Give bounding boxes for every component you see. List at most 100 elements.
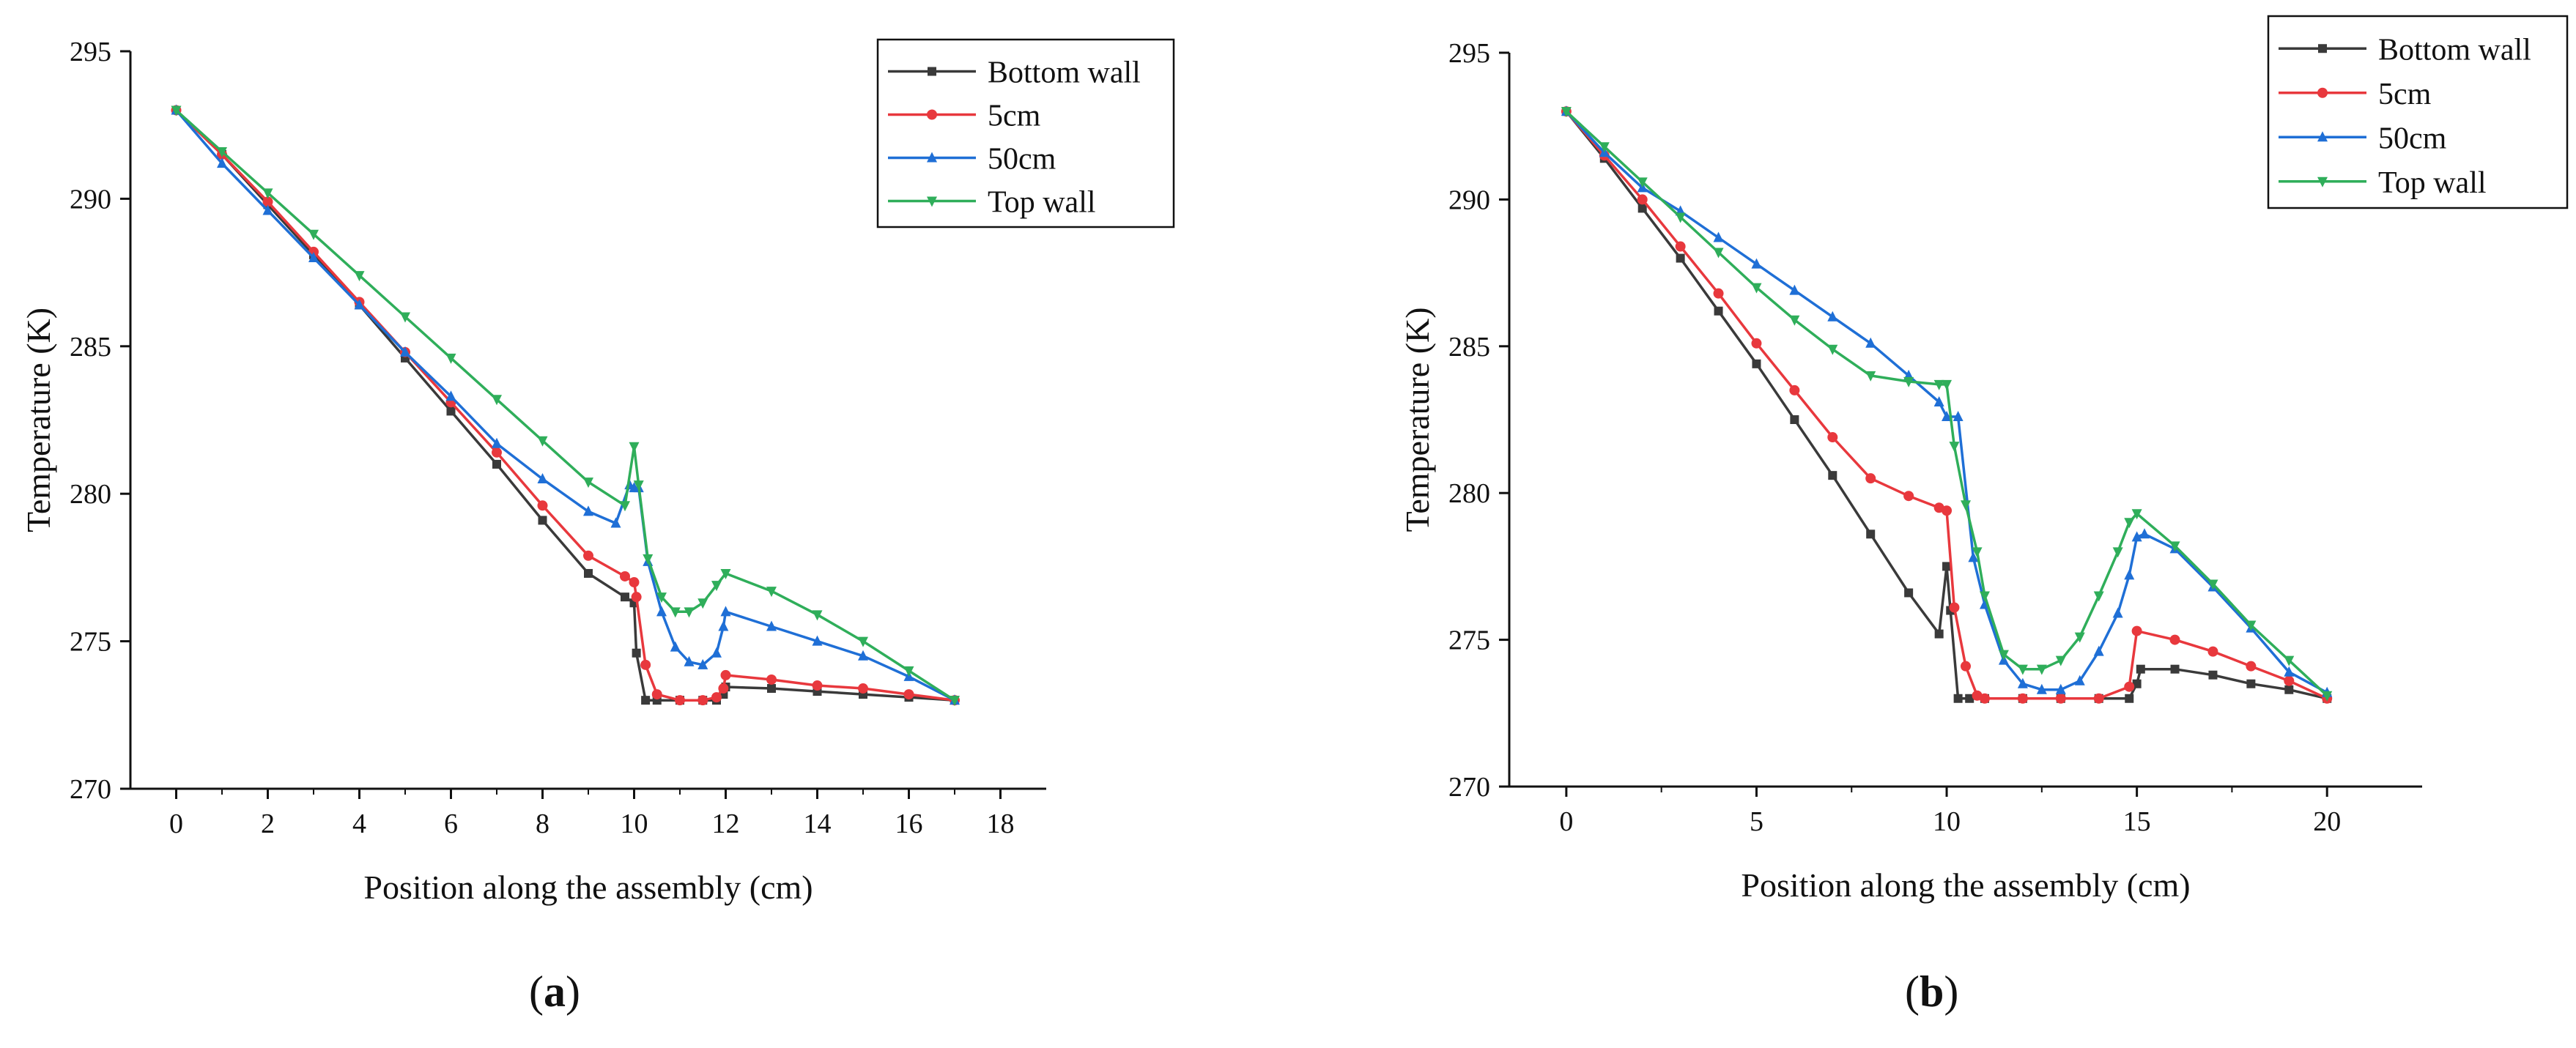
data-point (767, 684, 776, 694)
legend-marker (2317, 87, 2328, 98)
data-point (2208, 670, 2218, 680)
y-tick-label: 275 (1448, 625, 1490, 656)
data-point (308, 251, 319, 262)
legend-marker (2318, 44, 2327, 53)
data-point (1675, 241, 1686, 252)
data-point (1713, 288, 1724, 299)
x-tick-label: 14 (804, 809, 832, 839)
data-point (1828, 471, 1837, 480)
y-axis-label: Temperature (K) (20, 308, 57, 532)
data-point (1904, 588, 1914, 598)
data-point (1933, 395, 1944, 406)
data-point (1866, 529, 1876, 539)
data-point (2112, 547, 2123, 558)
data-point (720, 568, 731, 579)
data-point (766, 587, 777, 598)
data-point (720, 606, 731, 617)
data-point (2074, 632, 2085, 643)
data-point (1675, 212, 1686, 223)
data-point (1637, 177, 1648, 188)
data-point (858, 650, 868, 661)
data-point (1789, 384, 1800, 395)
data-point (2131, 625, 2142, 636)
legend-marker (2317, 176, 2328, 187)
data-point (656, 592, 667, 603)
data-point (1961, 661, 1971, 672)
data-point (1827, 432, 1838, 443)
legend-label: 50cm (2378, 122, 2447, 155)
data-point (308, 229, 319, 240)
data-point (1637, 204, 1647, 213)
data-point (670, 641, 681, 652)
data-point (171, 105, 182, 116)
data-point (1789, 284, 1800, 295)
data-point (711, 692, 722, 703)
data-point (1637, 194, 1648, 205)
y-tick-label: 290 (70, 184, 111, 215)
data-point (2207, 579, 2218, 590)
data-point (1865, 371, 1876, 382)
data-point (354, 299, 365, 310)
data-point (610, 517, 621, 528)
data-point (492, 447, 502, 458)
data-point (903, 689, 914, 700)
x-tick-label: 12 (712, 809, 740, 839)
data-point (697, 658, 708, 669)
data-point (1903, 491, 1914, 502)
data-point (2170, 664, 2180, 674)
data-point (2169, 541, 2180, 552)
data-point (2246, 661, 2257, 672)
data-point (2093, 693, 2104, 704)
series-line (175, 109, 955, 702)
data-point (1713, 231, 1724, 242)
data-point (812, 635, 823, 646)
series-top-wall (1561, 107, 2333, 702)
data-point (492, 459, 501, 469)
data-point (641, 696, 651, 705)
legend-marker (2317, 131, 2328, 142)
x-tick-label: 5 (1750, 806, 1763, 837)
data-point (633, 480, 644, 491)
x-tick-label: 16 (895, 809, 923, 839)
data-point (2074, 674, 2085, 685)
caption-b: (b) (1905, 967, 1959, 1016)
data-point (1752, 359, 1761, 368)
data-point (492, 437, 502, 448)
data-point (2284, 685, 2294, 694)
data-point (1599, 142, 1610, 153)
data-point (1933, 379, 1944, 390)
data-point (445, 353, 456, 364)
data-point (858, 683, 868, 694)
legend-label: 5cm (988, 100, 1041, 133)
x-axis-label: Position along the assembly (cm) (1741, 866, 2190, 904)
data-point (2132, 679, 2142, 688)
x-axis-label: Position along the assembly (cm) (363, 869, 813, 906)
data-point (445, 390, 456, 401)
series-line (1565, 111, 2328, 700)
data-point (1961, 500, 1971, 511)
data-point (2093, 645, 2104, 656)
x-tick-label: 0 (169, 809, 183, 839)
data-point (1934, 629, 1944, 639)
data-point (629, 577, 640, 588)
chart-b: 270 275 280 285 290 295 0 5 10 15 20 Position along… (1399, 15, 2569, 904)
legend: Bottom wall 5cm 50cm Top wall (2267, 15, 2569, 209)
data-point (492, 395, 502, 406)
series-line (1565, 110, 2328, 697)
data-point (217, 146, 227, 157)
x-tick-label: 6 (444, 809, 458, 839)
data-point (1942, 379, 1953, 390)
data-point (718, 683, 729, 694)
data-point (629, 442, 640, 453)
legend-label: Top wall (988, 186, 1096, 220)
data-point (1714, 306, 1723, 316)
data-point (1953, 694, 1963, 703)
legend-marker (928, 67, 936, 76)
data-point (631, 592, 642, 603)
data-point (2246, 620, 2257, 631)
y-tick-label: 275 (70, 627, 111, 658)
data-point (621, 592, 629, 602)
legend-label: 50cm (988, 143, 1056, 176)
data-point (2131, 531, 2142, 542)
data-point (2169, 634, 2180, 645)
